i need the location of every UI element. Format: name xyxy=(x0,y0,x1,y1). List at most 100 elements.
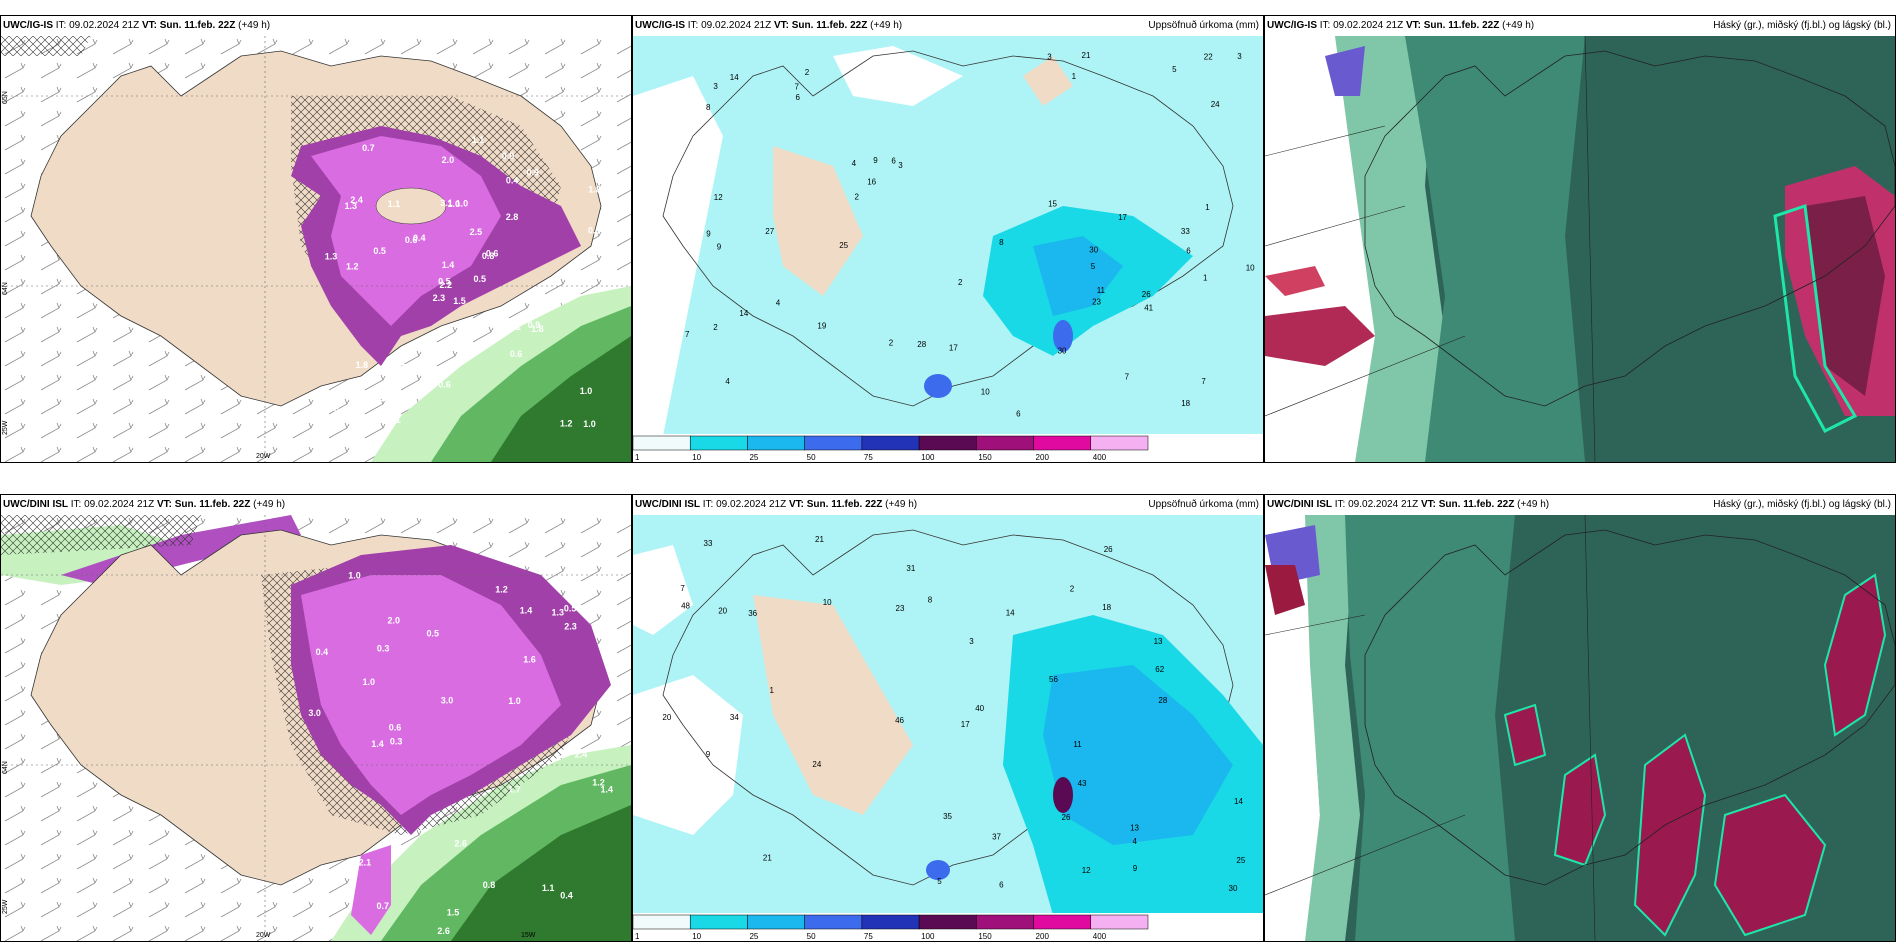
colorbar-tick-label: 200 xyxy=(1036,932,1050,941)
map-clouds xyxy=(1265,36,1895,462)
value-label: 10 xyxy=(981,387,990,396)
colorbar-segment xyxy=(804,914,863,930)
value-label: 1.0 xyxy=(583,419,596,429)
colorbar-segment xyxy=(747,435,805,451)
value-label: 7 xyxy=(1125,372,1130,381)
value-label: 2.0 xyxy=(442,155,455,165)
value-label: 1.6 xyxy=(523,655,536,665)
value-label: 11 xyxy=(1097,286,1106,295)
colorbar-tick-label: 25 xyxy=(749,453,758,462)
colorbar-tick-label: 75 xyxy=(864,453,873,462)
value-label: 34 xyxy=(730,713,739,722)
value-label: 6 xyxy=(1016,410,1021,419)
colorbar-segment xyxy=(861,914,920,930)
colorbar-segment xyxy=(976,435,1034,451)
map-precip: 3471358621913141120251814263743483556466… xyxy=(633,515,1263,915)
value-label: 0.9 xyxy=(527,168,540,178)
value-label: 1.4 xyxy=(442,260,455,270)
value-label: 2 xyxy=(713,323,718,332)
value-label: 13 xyxy=(1130,823,1139,832)
value-label: 6 xyxy=(891,156,896,165)
colorbar-tick-label: 10 xyxy=(692,932,701,941)
value-label: 1.1 xyxy=(388,199,401,209)
lon-label-25w: 25W xyxy=(2,420,9,435)
value-label: 2.1 xyxy=(359,857,372,867)
value-label: 3 xyxy=(713,82,718,91)
value-label: 31 xyxy=(906,564,915,573)
value-label: 1.3 xyxy=(325,252,338,262)
value-label: 2.7 xyxy=(334,392,347,402)
panel-dini-precip: UWC/DINI ISL IT: 09.02.2024 21Z VT: Sun.… xyxy=(632,494,1264,942)
value-label: 16 xyxy=(867,178,876,187)
colorbar-tick-label: 75 xyxy=(864,932,873,941)
value-label: 2.5 xyxy=(470,227,483,237)
value-label: 8 xyxy=(999,238,1004,247)
value-label: 9 xyxy=(706,230,711,239)
value-label: 8 xyxy=(706,103,711,112)
value-label: 1.2 xyxy=(346,261,359,271)
value-label: 17 xyxy=(961,720,970,729)
colorbar-tick-label: 50 xyxy=(807,453,816,462)
value-label: 21 xyxy=(763,853,772,862)
value-label: 2 xyxy=(855,192,860,201)
value-label: 30 xyxy=(1089,246,1098,255)
panel-header: UWC/DINI ISL IT: 09.02.2024 21Z VT: Sun.… xyxy=(1267,499,1550,510)
value-label: 33 xyxy=(704,539,713,548)
value-label: 1.0 xyxy=(456,199,469,209)
value-label: 2.2 xyxy=(440,280,453,290)
panel-title: Háský (gr.), miðský (fj.bl.) og lágský (… xyxy=(1713,20,1891,31)
panel-header: UWC/IG-IS IT: 09.02.2024 21Z VT: Sun. 11… xyxy=(3,20,271,31)
value-label: 30 xyxy=(1058,347,1067,356)
value-label: 14 xyxy=(1006,608,1015,617)
value-label: 5 xyxy=(1172,65,1177,74)
value-label: 19 xyxy=(817,322,826,331)
value-label: 1.2 xyxy=(495,584,508,594)
value-label: 0.5 xyxy=(373,246,386,256)
map-clouds xyxy=(1265,515,1895,941)
value-label: 2.4 xyxy=(575,750,588,760)
colorbar-segment xyxy=(1090,914,1149,930)
value-label: 9 xyxy=(873,156,878,165)
value-label: 2 xyxy=(889,338,894,347)
value-label: 5 xyxy=(937,877,942,886)
value-label: 20 xyxy=(662,713,671,722)
map-precip: 5642372146893721286435213711961710301625… xyxy=(633,36,1263,436)
value-label: 7 xyxy=(680,584,685,593)
value-label: 1.1 xyxy=(472,135,485,145)
value-label: 1.3 xyxy=(345,201,358,211)
map-wind-snow: 0.4 0.31.01.51.32.61.70.30.51.41.22.01.62… xyxy=(1,515,631,941)
precip-labels: 5642372146893721286435213711961710301625… xyxy=(685,51,1255,419)
value-label: 6 xyxy=(999,880,1004,889)
value-label: 62 xyxy=(1155,665,1164,674)
colorbar-tick-label: 400 xyxy=(1093,932,1107,941)
panel-ig-is-clouds: UWC/IG-IS IT: 09.02.2024 21Z VT: Sun. 11… xyxy=(1264,15,1896,463)
colorbar-tick-label: 1 xyxy=(635,453,640,462)
value-label: 28 xyxy=(1158,696,1167,705)
value-label: 4 xyxy=(776,298,781,307)
value-label: 1.5 xyxy=(447,908,460,918)
panel-ig-is-precip: UWC/IG-IS IT: 09.02.2024 21Z VT: Sun. 11… xyxy=(632,15,1264,463)
colorbar-tick-label: 25 xyxy=(749,932,758,941)
value-label: 2.3 xyxy=(433,293,446,303)
value-label: 56 xyxy=(1049,675,1058,684)
panel-header: UWC/DINI ISL IT: 09.02.2024 21Z VT: Sun.… xyxy=(635,499,918,510)
value-label: 13 xyxy=(1154,637,1163,646)
lon-label-15w: 15W xyxy=(521,932,536,939)
value-label: 23 xyxy=(1092,297,1101,306)
value-label: 0.8 xyxy=(483,880,496,890)
value-label: 48 xyxy=(681,602,690,611)
value-label: 0.9 xyxy=(502,151,515,161)
colorbar-tick-label: 100 xyxy=(921,453,935,462)
lon-label-20w: 20W xyxy=(256,932,271,939)
value-label: 1.4 xyxy=(371,739,384,749)
value-label: 5 xyxy=(1091,262,1096,271)
panel-dini-clouds: UWC/DINI ISL IT: 09.02.2024 21Z VT: Sun.… xyxy=(1264,494,1896,942)
value-label: 9 xyxy=(717,242,722,251)
value-label: 43 xyxy=(1078,779,1087,788)
value-label: 3.1 xyxy=(440,198,453,208)
value-label: 20 xyxy=(718,606,727,615)
value-label: 6 xyxy=(796,93,801,102)
panel-title: Háský (gr.), miðský (fj.bl.) og lágský (… xyxy=(1713,499,1891,510)
value-label: 2.4 xyxy=(350,195,363,205)
value-label: 7 xyxy=(1201,377,1206,386)
